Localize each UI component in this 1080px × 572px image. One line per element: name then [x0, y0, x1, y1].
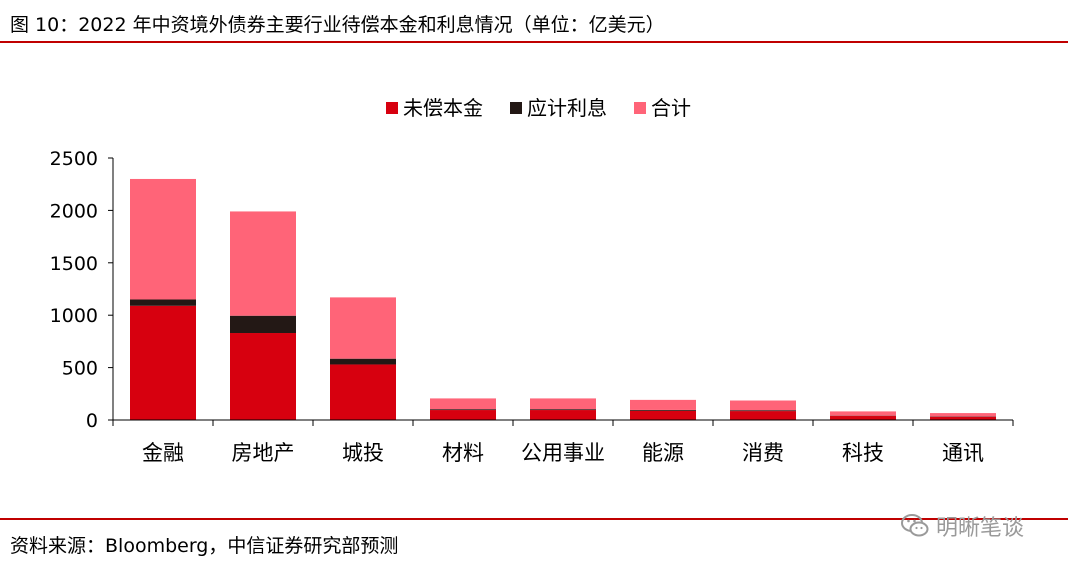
bar-2-series-1: [330, 358, 396, 365]
y-axis: 0 500 1000 1500 2000 2500: [50, 148, 114, 432]
bars: [130, 178, 996, 420]
legend-swatch-0: [386, 102, 398, 114]
x-tick-label-5: 能源: [642, 441, 684, 465]
figure-title: 图 10：2022 年中资境外债券主要行业待偿本金和利息情况（单位：亿美元）: [10, 14, 665, 36]
bar-5-series-0: [630, 410, 696, 420]
bar-7-series-2: [830, 411, 896, 416]
bar-2-series-0: [330, 364, 396, 420]
legend-swatch-1: [510, 102, 522, 114]
x-tick-label-1: 房地产: [232, 441, 295, 465]
bar-6-series-1: [730, 410, 796, 412]
legend-label-0: 未偿本金: [403, 96, 483, 120]
bar-6-series-0: [730, 411, 796, 420]
bar-1-series-2: [230, 211, 296, 316]
y-tick-label-1: 500: [62, 358, 98, 380]
bar-0-series-1: [130, 299, 196, 306]
x-tick-label-7: 科技: [842, 441, 884, 465]
bar-0-series-2: [130, 178, 196, 300]
bar-1-series-1: [230, 315, 296, 334]
x-tick-label-4: 公用事业: [521, 441, 605, 465]
bar-7-series-0: [830, 416, 896, 420]
source-rule: [0, 518, 1068, 520]
x-tick-label-3: 材料: [442, 441, 484, 465]
y-tick-label-4: 2000: [50, 200, 98, 222]
watermark-text: 明晰笔谈: [936, 516, 1025, 541]
bar-3-series-2: [430, 398, 496, 410]
legend-label-2: 合计: [651, 96, 691, 120]
bar-4-series-2: [530, 398, 596, 410]
y-tick-label-2: 1000: [50, 305, 98, 327]
bar-4-series-1: [530, 409, 596, 411]
x-tick-label-6: 消费: [742, 441, 784, 465]
wechat-icon: [901, 514, 929, 537]
x-tick-label-2: 城投: [342, 441, 384, 465]
bar-0-series-0: [130, 305, 196, 420]
x-tick-label-0: 金融: [142, 441, 184, 465]
bar-3-series-1: [430, 409, 496, 411]
stacked-bar-chart: 未偿本金 应计利息 合计 0 500 1000 1500 2000 2500 金融 房地产 城投 材…: [50, 96, 1014, 465]
bar-6-series-2: [730, 400, 796, 411]
source-note: 资料来源：Bloomberg，中信证券研究部预测: [10, 535, 399, 557]
bar-5-series-1: [630, 409, 696, 411]
bar-1-series-0: [230, 333, 296, 420]
bar-3-series-0: [430, 410, 496, 420]
chart-legend: 未偿本金 应计利息 合计: [386, 96, 691, 120]
y-tick-label-3: 1500: [50, 253, 98, 275]
bar-8-series-2: [930, 413, 996, 417]
x-axis: 金融 房地产 城投 材料 公用事业 能源 消费 科技 通讯: [112, 419, 1014, 465]
y-tick-label-0: 0: [86, 410, 98, 432]
title-rule: [0, 41, 1068, 43]
legend-label-1: 应计利息: [527, 96, 607, 120]
bar-8-series-0: [930, 416, 996, 420]
watermark: 明晰笔谈: [900, 510, 1024, 542]
bar-4-series-0: [530, 410, 596, 420]
bar-2-series-2: [330, 297, 396, 359]
legend-swatch-2: [634, 102, 646, 114]
x-tick-label-8: 通讯: [942, 441, 984, 465]
y-tick-label-5: 2500: [50, 148, 98, 170]
bar-5-series-2: [630, 399, 696, 410]
